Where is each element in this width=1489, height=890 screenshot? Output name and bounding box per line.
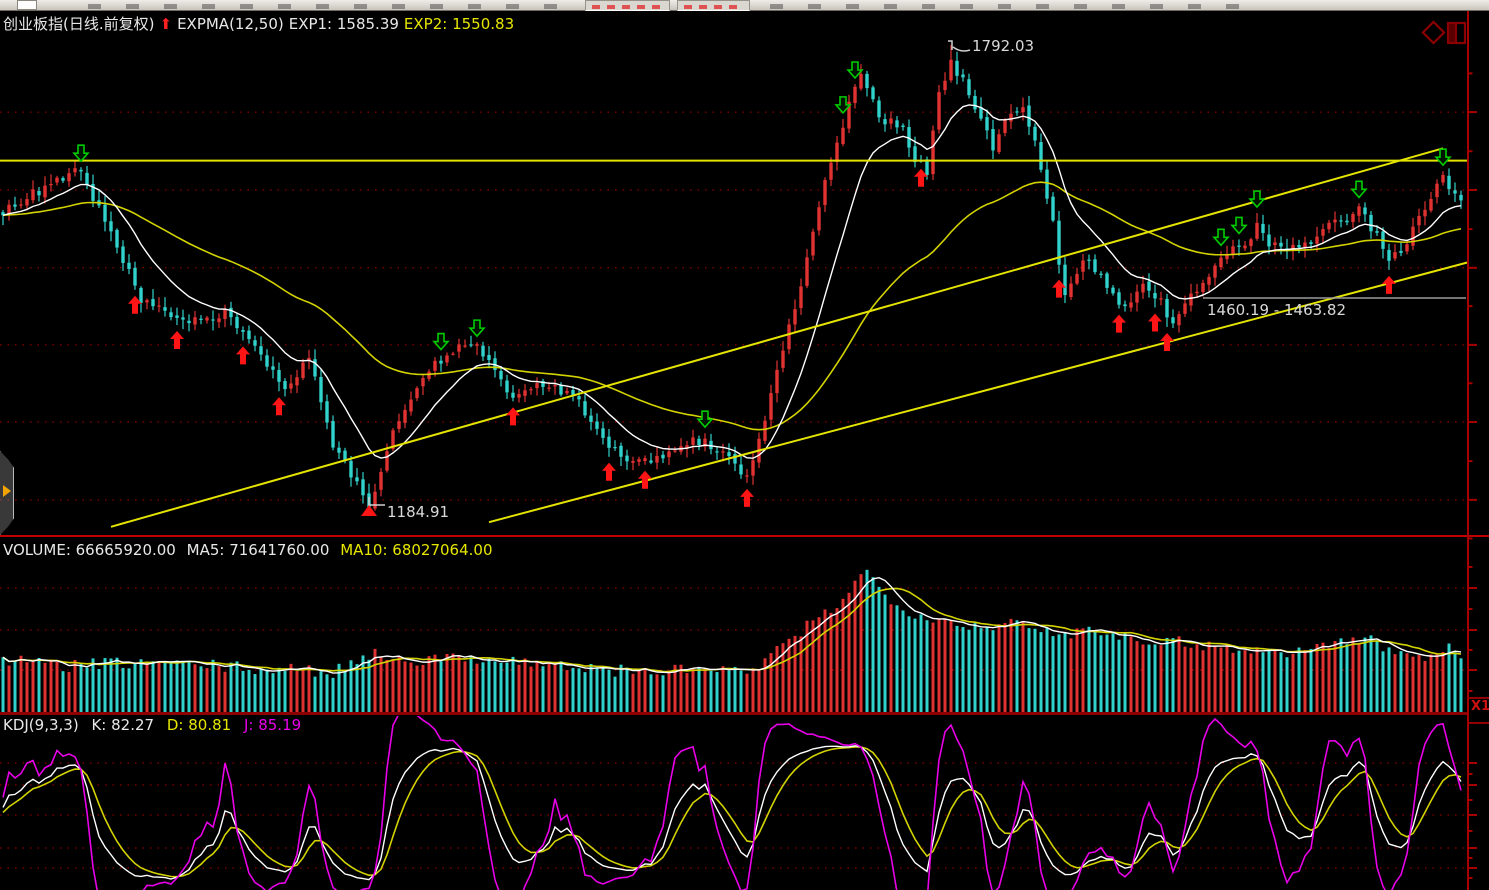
- indicator-name: EXPMA(12,50): [177, 15, 284, 33]
- chart-corner-icons[interactable]: [1421, 20, 1467, 45]
- volume-header: VOLUME: 66665920.00 MA5: 71641760.00 MA1…: [3, 541, 493, 559]
- top-toolbar[interactable]: [0, 0, 1489, 11]
- toolbar-quote-box-2[interactable]: [677, 0, 750, 11]
- volume-ma10: MA10: 68027064.00: [340, 541, 493, 559]
- sell-arrow-icon: [1434, 148, 1452, 167]
- peak-price-annotation: 1792.03: [972, 37, 1035, 55]
- expand-panel-icon[interactable]: [3, 485, 11, 497]
- up-arrow-icon: ⬆: [159, 15, 173, 33]
- chart-frame: [0, 11, 1489, 890]
- kdj-pane[interactable]: [0, 711, 1468, 890]
- sell-arrow-icon: [834, 96, 852, 115]
- sell-arrow-icon: [432, 332, 450, 351]
- buy-arrow-icon: [506, 407, 520, 426]
- sell-arrow-icon: [72, 144, 90, 163]
- diamond-icon: [1421, 20, 1446, 45]
- sell-arrow-icon: [1248, 190, 1266, 209]
- low-marker-triangle: [361, 505, 377, 516]
- symbol-title: 创业板指(日线.前复权): [3, 15, 155, 33]
- range-annotation: 1460.19 - 1463.82: [1207, 301, 1347, 319]
- sell-arrow-icon: [696, 410, 714, 429]
- buy-arrow-icon: [740, 488, 754, 507]
- signal-arrows: [72, 61, 1452, 507]
- volume-scale-label: X1: [1471, 699, 1489, 714]
- toolbar-quote-box-1[interactable]: [585, 0, 670, 11]
- toolbar-menu-fragment-2: [770, 4, 1250, 9]
- buy-arrow-icon: [638, 470, 652, 489]
- toolbar-input-fragment[interactable]: [17, 0, 37, 10]
- buy-arrow-icon: [170, 331, 184, 350]
- buy-arrow-icon: [1112, 314, 1126, 333]
- buy-arrow-icon: [236, 346, 250, 365]
- low-marker-line: [368, 497, 385, 509]
- peak-marker: [948, 40, 971, 52]
- exp2-value: EXP2: 1550.83: [403, 15, 515, 33]
- low-price-annotation: 1184.91: [387, 503, 450, 521]
- volume-pane[interactable]: [0, 569, 1468, 712]
- buy-arrow-icon: [602, 462, 616, 481]
- buy-arrow-icon: [272, 397, 286, 416]
- main-chart-header: 创业板指(日线.前复权) ⬆ EXPMA(12,50) EXP1: 1585.39 EX…: [3, 13, 519, 34]
- buy-arrow-icon: [1148, 313, 1162, 332]
- buy-arrow-icon: [1382, 275, 1396, 294]
- exp1-value: EXP1: 1585.39: [288, 15, 399, 33]
- sell-arrow-icon: [1212, 228, 1230, 247]
- buy-arrow-icon: [1052, 279, 1066, 298]
- volume-value: VOLUME: 66665920.00: [3, 541, 176, 559]
- kdj-name: KDJ(9,3,3): [3, 716, 79, 734]
- volume-ma5: MA5: 71641760.00: [186, 541, 330, 559]
- kdj-j-value: J: 85.19: [243, 716, 302, 734]
- buy-arrow-icon: [914, 168, 928, 187]
- kdj-d-value: D: 80.81: [166, 716, 232, 734]
- price-pane[interactable]: [0, 45, 1489, 528]
- sell-arrow-icon: [1230, 216, 1248, 235]
- buy-arrow-icon: [128, 295, 142, 314]
- sell-arrow-icon: [846, 61, 864, 80]
- kdj-header: KDJ(9,3,3) K: 82.27 D: 80.81 J: 85.19: [3, 716, 301, 734]
- sell-arrow-icon: [1350, 180, 1368, 199]
- sell-arrow-icon: [468, 319, 486, 338]
- kdj-k-value: K: 82.27: [91, 716, 155, 734]
- toolbar-menu-fragment: [88, 4, 558, 9]
- buy-arrow-icon: [1160, 332, 1174, 351]
